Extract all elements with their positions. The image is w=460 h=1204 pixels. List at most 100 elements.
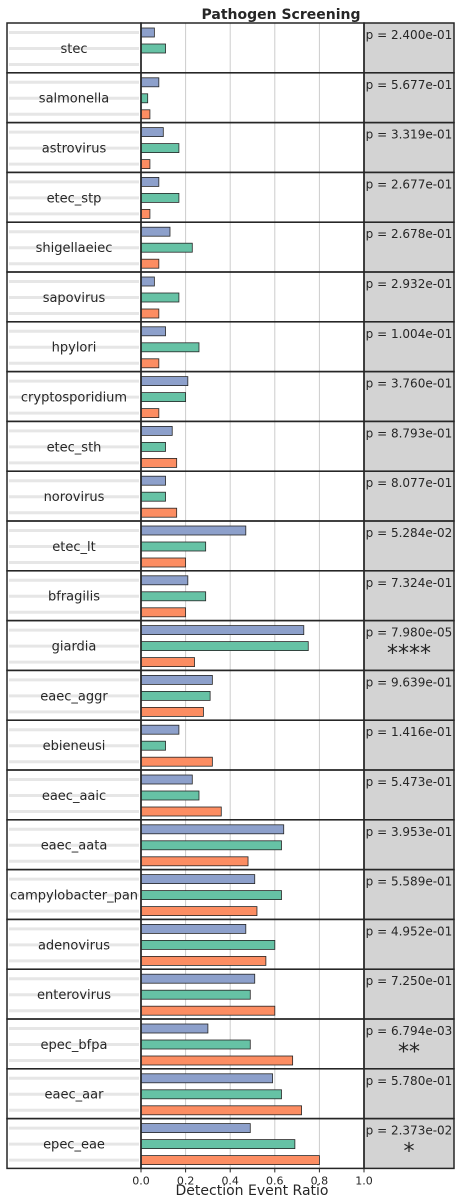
- p-value-cell: [364, 521, 454, 571]
- bar: [140, 43, 166, 54]
- bar: [140, 641, 309, 651]
- category-label: epec_bfpa: [41, 1038, 108, 1053]
- chart-title: Pathogen Screening: [202, 7, 361, 23]
- p-value-cell: [364, 770, 454, 820]
- bar: [140, 1123, 251, 1133]
- p-value-cell: [364, 670, 454, 721]
- category-label: epec_eae: [43, 1138, 105, 1153]
- category-label: stec: [60, 42, 87, 57]
- bar: [140, 691, 211, 701]
- p-value-text: p = 2.400e-01: [366, 28, 453, 42]
- bar: [140, 109, 151, 120]
- category-label: campylobacter_pan: [10, 889, 138, 904]
- p-value-text: p = 2.932e-01: [366, 277, 453, 291]
- bar: [140, 308, 160, 319]
- category-label: cryptosporidium: [21, 391, 127, 406]
- bar: [140, 575, 189, 586]
- bar: [140, 507, 178, 518]
- bar: [140, 159, 151, 170]
- p-value-cell: [364, 471, 454, 521]
- x-axis: 0.0 0.2 0.4 0.6 0.8 1.0: [132, 1168, 373, 1187]
- p-value-text: p = 5.780e-01: [366, 1074, 453, 1088]
- p-value-cell: [364, 919, 454, 970]
- bar: [140, 425, 173, 436]
- bar: [140, 806, 222, 817]
- category-label: ebieneusi: [43, 739, 106, 754]
- p-value-text: p = 1.416e-01: [366, 725, 453, 739]
- category-label: bfragilis: [48, 590, 100, 605]
- bar: [140, 756, 213, 767]
- bar: [140, 408, 160, 419]
- p-value-cell: [364, 720, 454, 770]
- x-tick-label: 0.2: [177, 1174, 195, 1187]
- category-label: etec_lt: [52, 540, 95, 555]
- category-label: giardia: [52, 640, 97, 655]
- p-value-text: p = 9.639e-01: [366, 675, 453, 689]
- bar: [140, 1073, 273, 1084]
- p-value-cell: [364, 321, 454, 372]
- bar: [140, 675, 213, 685]
- bar: [140, 740, 166, 751]
- bar: [140, 93, 149, 104]
- bar: [140, 475, 166, 486]
- p-value-text: p = 3.319e-01: [366, 128, 453, 142]
- plot-frame: [140, 22, 365, 74]
- significance-stars: ****: [387, 642, 431, 667]
- bar: [140, 790, 200, 801]
- p-value-cell: [364, 969, 454, 1019]
- bar: [140, 956, 267, 966]
- bar: [140, 591, 207, 602]
- bar: [140, 292, 180, 303]
- p-value-text: p = 3.953e-01: [366, 825, 453, 839]
- bar: [140, 924, 247, 934]
- category-label: etec_sth: [47, 440, 102, 455]
- x-tick-label: 0.6: [266, 1174, 284, 1187]
- bar: [140, 392, 186, 403]
- p-value-text: p = 7.980e-05: [366, 626, 453, 640]
- p-value-text: p = 2.373e-02: [366, 1124, 453, 1138]
- significance-stars: *: [404, 1140, 415, 1165]
- category-label: norovirus: [44, 490, 105, 505]
- bar: [140, 1089, 282, 1100]
- bar: [140, 1155, 320, 1165]
- category-label-panel: stec salmonella astrovirus etec_stp shigella…: [9, 31, 139, 1162]
- category-label: hpylori: [52, 341, 97, 356]
- p-value-cell: [364, 819, 454, 870]
- bar: [140, 358, 160, 369]
- bar: [140, 906, 258, 916]
- bar: [140, 1105, 302, 1116]
- bar: [140, 1055, 294, 1066]
- bar: [140, 491, 166, 502]
- bar: [140, 258, 160, 269]
- x-axis-label: Detection Event Ratio: [176, 1183, 329, 1199]
- bar: [140, 525, 247, 536]
- bar: [140, 1023, 209, 1034]
- p-value-text: p = 8.793e-01: [366, 426, 453, 440]
- bar: [140, 77, 160, 88]
- p-value-text: p = 2.677e-01: [366, 177, 453, 191]
- p-value-text: p = 1.004e-01: [366, 327, 453, 341]
- p-value-cell: [364, 172, 454, 223]
- bar: [140, 1139, 296, 1149]
- category-label: shigellaeiec: [36, 241, 113, 256]
- bar: [140, 143, 180, 154]
- bar: [140, 657, 195, 667]
- bar: [140, 707, 204, 717]
- p-value-text: p = 5.677e-01: [366, 78, 453, 92]
- bar: [140, 127, 164, 137]
- p-value-cell: [364, 72, 454, 123]
- bar: [140, 874, 256, 884]
- p-value-panel: p = 2.400e-01 p = 5.677e-01 p = 3.319e-01 p…: [364, 23, 454, 1169]
- bar: [140, 774, 193, 785]
- category-label: eaec_aaic: [42, 789, 106, 804]
- x-tick-label: 0.4: [221, 1174, 239, 1187]
- p-value-cell: [364, 23, 454, 73]
- p-value-cell: [364, 570, 454, 621]
- bar: [140, 226, 171, 237]
- p-value-text: p = 8.077e-01: [366, 476, 453, 490]
- category-label: eaec_aar: [45, 1088, 105, 1103]
- bar: [140, 457, 178, 468]
- p-value-cell: [364, 371, 454, 422]
- category-label: etec_stp: [47, 191, 102, 206]
- bar: [140, 840, 282, 851]
